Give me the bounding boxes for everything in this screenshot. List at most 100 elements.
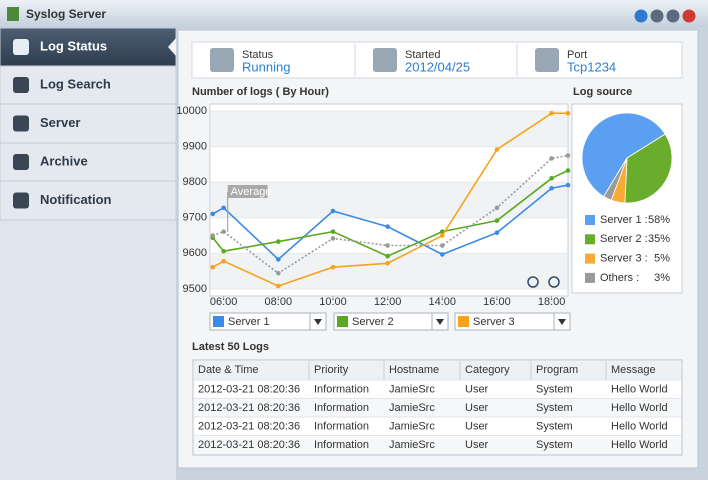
point [330, 229, 336, 234]
point [385, 224, 390, 229]
status-value: 2012/04/25 [405, 59, 470, 74]
point [276, 270, 281, 276]
grid-band [211, 253, 567, 289]
cell: Information [314, 383, 369, 395]
column-header: Message [611, 364, 656, 376]
cell: Information [314, 420, 369, 432]
point [276, 283, 281, 289]
selection-notch [168, 38, 176, 56]
minimize-button[interactable] [650, 9, 664, 23]
point [565, 182, 571, 188]
cell: JamieSrc [389, 402, 435, 414]
point [330, 208, 336, 214]
cell: User [465, 402, 489, 414]
point [549, 185, 554, 191]
nav-item[interactable] [0, 180, 177, 221]
status-label: Started [405, 49, 440, 61]
status-value: Tcp1234 [567, 59, 616, 74]
zoom-in[interactable] [527, 276, 539, 288]
legend-swatch [585, 272, 595, 283]
value-label: 35% [648, 233, 670, 245]
close-button[interactable] [682, 9, 696, 23]
legend-label: Server 1 : [600, 214, 648, 226]
point [494, 230, 500, 236]
nav-list: Log Status Log Search Server Archive Notific… [0, 27, 177, 221]
x-tick-label: 08:00 [265, 296, 293, 308]
row-stripe [194, 398, 681, 417]
help-button[interactable] [634, 9, 648, 23]
legend-label: Server 2 : [600, 233, 648, 245]
point [549, 110, 554, 116]
cell: System [536, 402, 573, 414]
x-tick-label: 10:00 [319, 296, 347, 308]
point [494, 147, 500, 152]
legend-label: Others : [600, 272, 639, 284]
status-value: Running [242, 59, 290, 74]
cell: User [465, 439, 489, 451]
x-tick-label: 16:00 [483, 296, 511, 308]
series-dropdown[interactable] [454, 312, 571, 331]
nav-label: Log Search [40, 76, 111, 91]
zoom-out[interactable] [548, 276, 560, 288]
cell: System [536, 439, 573, 451]
y-tick-label: 9900 [183, 141, 207, 153]
point [439, 252, 445, 257]
point [565, 153, 571, 158]
cell: Hello World [611, 420, 668, 432]
pie-chart: Log source Server 1 :58%Server 2 :35%Serv… [571, 86, 683, 294]
status-icon [535, 48, 559, 72]
nav-item[interactable] [0, 103, 177, 144]
y-tick-label: 9600 [183, 247, 207, 259]
point [494, 205, 500, 211]
grid-band [211, 111, 567, 147]
dropdown-arrow [558, 319, 566, 325]
log-table: Latest 50 Logs Date & Time Priority Hostnam… [192, 341, 683, 456]
status-icon [373, 48, 397, 72]
point [439, 233, 445, 238]
point [221, 205, 226, 211]
y-tick-label: 9800 [183, 176, 207, 188]
dropdown-arrow [436, 319, 444, 325]
column-header: Hostname [389, 364, 439, 376]
app-icon [7, 7, 19, 21]
column-header: Date & Time [198, 364, 259, 376]
pie-slice [581, 112, 666, 198]
status-icon [210, 48, 234, 72]
nav-label: Log Status [40, 38, 107, 53]
series-dropdown[interactable] [209, 312, 327, 331]
point [276, 239, 281, 244]
chart-title: Log source [573, 86, 632, 98]
annotation: Average [231, 186, 272, 198]
dropdown-arrow [314, 319, 322, 325]
nav-icon [13, 77, 29, 93]
status-box [191, 41, 683, 79]
cell: Hello World [611, 383, 668, 395]
legend-label: Server 3 : [600, 253, 648, 265]
point [385, 253, 390, 259]
legend-label: Server 3 [473, 316, 515, 328]
pie-slice [624, 133, 673, 204]
window-title: Syslog Server [26, 7, 106, 21]
x-tick-label: 12:00 [374, 296, 402, 308]
cell: User [465, 383, 489, 395]
column-header: Category [465, 364, 510, 376]
legend-label: Server 2 [352, 316, 394, 328]
status-label: Port [567, 49, 587, 61]
x-tick-label: 06:00 [210, 296, 238, 308]
cell: System [536, 383, 573, 395]
cell: 2012-03-21 08:20:36 [198, 420, 300, 432]
series-dropdown[interactable] [333, 312, 449, 331]
maximize-button[interactable] [666, 9, 680, 23]
x-tick-label: 14:00 [429, 296, 457, 308]
nav-icon [13, 154, 29, 170]
column-header: Priority [314, 364, 349, 376]
row-stripe [194, 435, 681, 454]
point [330, 264, 336, 270]
cell: Information [314, 439, 369, 451]
value-label: 3% [654, 272, 670, 284]
point [549, 156, 554, 161]
nav-item[interactable] [0, 27, 177, 67]
nav-icon [13, 192, 29, 209]
